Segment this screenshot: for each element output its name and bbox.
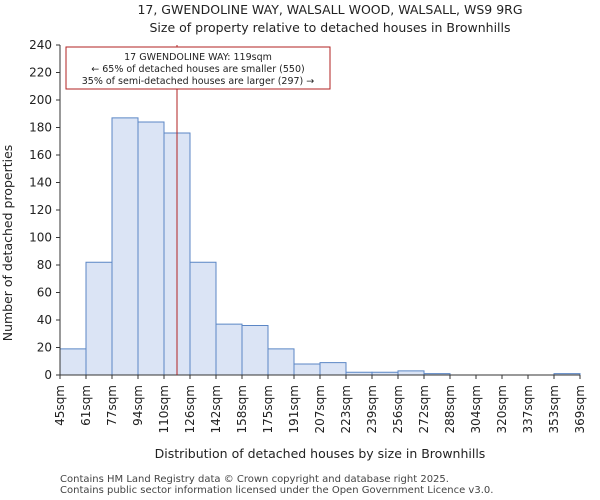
x-axis-label: Distribution of detached houses by size … xyxy=(155,446,486,461)
bar-175sqm xyxy=(267,348,295,376)
bar-142sqm xyxy=(215,323,243,376)
x-tick-label: 175sqm xyxy=(261,385,275,433)
x-tick-label: 223sqm xyxy=(339,385,353,433)
x-tick-label: 288sqm xyxy=(443,385,457,433)
footer-line-2: Contains public sector information licen… xyxy=(60,485,494,496)
annotation-border xyxy=(65,46,331,90)
x-tick-label: 45sqm xyxy=(53,385,67,426)
y-tick-label: 220 xyxy=(29,66,52,80)
y-tick-label: 140 xyxy=(29,176,52,190)
x-tick-label: 142sqm xyxy=(209,385,223,433)
y-tick-label: 100 xyxy=(29,231,52,245)
y-tick-label: 180 xyxy=(29,121,52,135)
x-tick-label: 126sqm xyxy=(183,385,197,433)
chart-title: 17, GWENDOLINE WAY, WALSALL WOOD, WALSAL… xyxy=(137,2,522,17)
bar-77sqm xyxy=(111,117,139,376)
bar-256sqm xyxy=(397,370,425,376)
bar-45sqm xyxy=(59,348,87,376)
x-tick-label: 369sqm xyxy=(573,385,587,433)
x-tick-label: 256sqm xyxy=(391,385,405,433)
bar-126sqm xyxy=(189,261,217,376)
x-axis: 45sqm 61sqm 77sqm 94sqm 110sqm 126sqm 142sqm 15… xyxy=(53,374,587,433)
x-tick-label: 158sqm xyxy=(235,385,249,433)
x-tick-label: 304sqm xyxy=(469,385,483,433)
bar-207sqm xyxy=(319,362,347,376)
bar-191sqm xyxy=(293,363,321,376)
y-tick-label: 60 xyxy=(37,286,52,300)
y-tick-label: 0 xyxy=(44,368,52,382)
bars-group xyxy=(59,117,581,376)
y-axis-label: Number of detached properties xyxy=(0,145,15,342)
annotation-line-3: 35% of semi-detached houses are larger (… xyxy=(82,76,315,87)
x-tick-label: 353sqm xyxy=(547,385,561,433)
y-tick-label: 20 xyxy=(37,341,52,355)
x-tick-label: 239sqm xyxy=(365,385,379,433)
x-tick-label: 320sqm xyxy=(495,385,509,433)
chart-subtitle: Size of property relative to detached ho… xyxy=(150,20,511,35)
y-tick-label: 80 xyxy=(37,258,52,272)
y-tick-label: 200 xyxy=(29,93,52,107)
y-tick-label: 40 xyxy=(37,313,52,327)
bar-158sqm xyxy=(241,325,269,376)
footer-line-1: Contains HM Land Registry data © Crown c… xyxy=(60,474,449,485)
x-tick-label: 191sqm xyxy=(287,385,301,433)
y-axis: 0 20 40 60 80 100 120 140 160 180 200 220 240 xyxy=(29,38,61,382)
annotation-line-2: ← 65% of detached houses are smaller (55… xyxy=(91,64,304,75)
x-tick-label: 207sqm xyxy=(313,385,327,433)
x-tick-label: 337sqm xyxy=(521,385,535,433)
x-tick-label: 77sqm xyxy=(105,385,119,426)
x-tick-label: 61sqm xyxy=(79,385,93,426)
x-tick-label: 110sqm xyxy=(157,385,171,433)
annotation-line-1: 17 GWENDOLINE WAY: 119sqm xyxy=(124,52,272,63)
y-tick-label: 120 xyxy=(29,203,52,217)
y-tick-label: 240 xyxy=(29,38,52,52)
bar-94sqm xyxy=(137,121,165,376)
bar-61sqm xyxy=(85,261,113,376)
annotation-box: 17 GWENDOLINE WAY: 119sqm ← 65% of detac… xyxy=(65,46,331,90)
y-tick-label: 160 xyxy=(29,148,52,162)
x-tick-label: 272sqm xyxy=(417,385,431,433)
x-tick-label: 94sqm xyxy=(131,385,145,426)
